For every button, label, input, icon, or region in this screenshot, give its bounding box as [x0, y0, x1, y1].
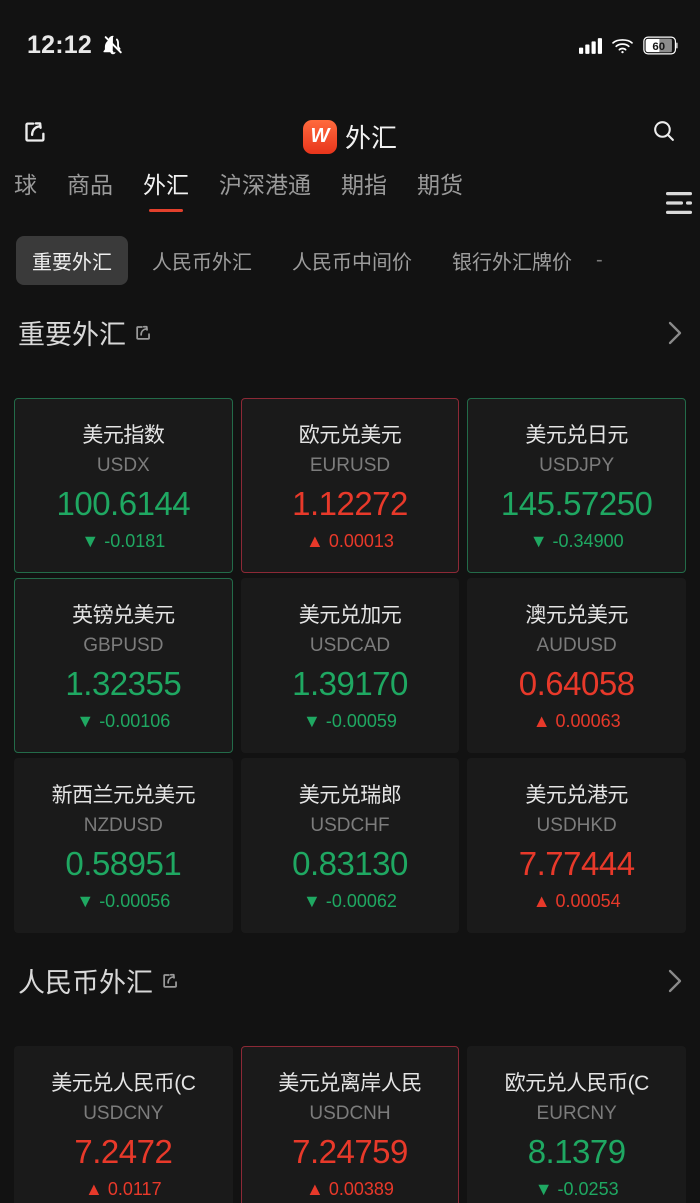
svg-text:60: 60	[652, 40, 665, 52]
